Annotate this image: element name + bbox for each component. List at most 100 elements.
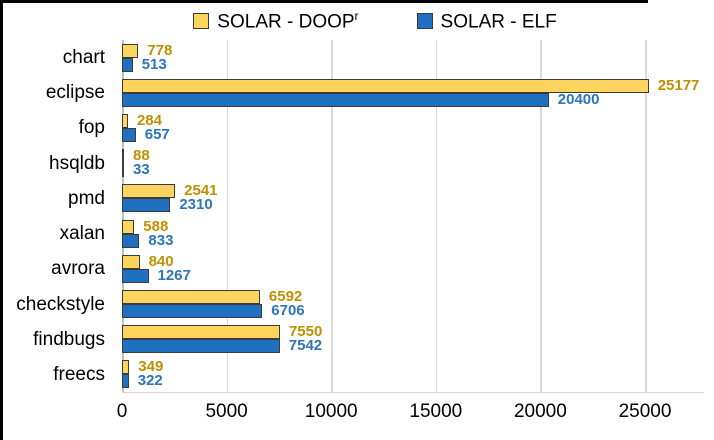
- category-label-findbugs: findbugs: [33, 329, 105, 351]
- value-label-avrora-series-0: 840: [148, 252, 174, 270]
- bar-line: 6706: [122, 302, 704, 320]
- legend-item-solar-doop: SOLAR - DOOPr: [193, 8, 359, 33]
- value-label-eclipse-series-0: 25177: [657, 76, 700, 94]
- bar-eclipse-series-1: [122, 92, 549, 107]
- bar-findbugs-series-0: [122, 325, 280, 340]
- bar-line: 840: [122, 252, 704, 270]
- bar-group-hsqldb: 88 33: [122, 146, 704, 181]
- frame-border-top: [0, 0, 648, 3]
- plot-area: 778 513 25177 20400 284 657 88 33 2541 2310 588 833…: [122, 40, 704, 393]
- bar-group-pmd: 2541 2310: [122, 181, 704, 216]
- bar-chart-series-1: [122, 57, 133, 72]
- category-label-checkstyle: checkstyle: [16, 293, 105, 315]
- bar-avrora-series-1: [122, 268, 149, 283]
- value-label-findbugs-series-1: 7542: [288, 337, 323, 355]
- bar-line: 284: [122, 112, 704, 129]
- bar-rows: 778 513 25177 20400 284 657 88 33 2541 2310 588 833…: [122, 40, 704, 392]
- bar-hsqldb-series-1: [122, 163, 124, 178]
- frame-border-left: [0, 0, 3, 440]
- value-label-checkstyle-series-1: 6706: [271, 302, 305, 320]
- bar-group-fop: 284 657: [122, 110, 704, 145]
- bar-line: 588: [122, 217, 704, 235]
- bar-line: 833: [122, 231, 704, 249]
- bar-line: 7542: [122, 337, 704, 355]
- gridline-5000: [226, 40, 229, 392]
- legend-label-solar-elf: SOLAR - ELF: [440, 11, 557, 33]
- legend-label-superscript: r: [354, 8, 359, 23]
- bar-fop-series-1: [122, 128, 136, 142]
- x-tick-label-0: 0: [116, 401, 128, 422]
- bar-group-freecs: 349 322: [122, 357, 704, 392]
- value-label-fop-series-0: 284: [136, 112, 162, 129]
- bar-line: 778: [122, 41, 704, 59]
- bar-freecs-series-0: [122, 360, 130, 375]
- bar-line: 513: [122, 55, 704, 73]
- bar-fop-series-0: [122, 114, 128, 128]
- bar-line: 1267: [122, 266, 704, 284]
- bar-xalan-series-0: [122, 219, 135, 234]
- legend-swatch-solar-doop: [193, 12, 210, 29]
- bar-line: 322: [122, 372, 704, 390]
- bar-line: 25177: [122, 76, 704, 94]
- y-axis-line: [122, 40, 124, 392]
- bar-group-avrora: 840 1267: [122, 251, 704, 286]
- value-label-chart-series-0: 778: [147, 41, 173, 59]
- value-label-freecs-series-1: 322: [137, 372, 163, 390]
- value-label-xalan-series-1: 833: [148, 231, 174, 249]
- bar-line: 33: [122, 161, 704, 179]
- category-label-chart: chart: [62, 46, 105, 68]
- x-tick-label-15000: 15000: [409, 401, 463, 422]
- bar-findbugs-series-1: [122, 339, 280, 354]
- bar-xalan-series-1: [122, 233, 140, 248]
- value-label-hsqldb-series-1: 33: [133, 161, 150, 179]
- gridline-10000: [331, 40, 333, 392]
- bar-checkstyle-series-1: [122, 304, 263, 319]
- bar-pmd-series-1: [122, 198, 171, 213]
- bar-group-findbugs: 7550 7542: [122, 322, 704, 357]
- bar-line: 20400: [122, 90, 704, 108]
- chart-legend: SOLAR - DOOPr SOLAR - ELF: [0, 6, 714, 36]
- bar-line: 88: [122, 147, 704, 165]
- value-label-checkstyle-series-0: 6592: [268, 288, 303, 306]
- value-label-eclipse-series-1: 20400: [557, 90, 600, 108]
- category-label-hsqldb: hsqldb: [49, 152, 105, 174]
- bar-hsqldb-series-0: [122, 149, 124, 164]
- value-label-pmd-series-1: 2310: [179, 196, 213, 214]
- bar-line: 349: [122, 358, 704, 376]
- bar-freecs-series-1: [122, 374, 129, 389]
- bar-pmd-series-0: [122, 184, 176, 199]
- bar-group-eclipse: 25177 20400: [122, 75, 704, 110]
- value-label-pmd-series-0: 2541: [184, 182, 218, 200]
- bar-line: 6592: [122, 288, 704, 306]
- category-label-eclipse: eclipse: [45, 81, 105, 103]
- bar-group-xalan: 588 833: [122, 216, 704, 251]
- x-tick-label-20000: 20000: [513, 401, 567, 422]
- value-label-hsqldb-series-0: 88: [133, 147, 150, 165]
- gridline-25000: [645, 40, 647, 392]
- x-tick-label-25000: 25000: [618, 401, 672, 422]
- gridline-20000: [540, 40, 542, 392]
- value-label-avrora-series-1: 1267: [157, 266, 191, 284]
- bar-group-chart: 778 513: [122, 40, 704, 75]
- bar-line: 7550: [122, 323, 704, 341]
- bar-line: 2541: [122, 182, 704, 200]
- x-axis-tick-labels: 0 5000 10000 15000 20000 25000: [117, 401, 704, 431]
- bar-checkstyle-series-0: [122, 290, 260, 305]
- bar-eclipse-series-0: [122, 78, 649, 93]
- bar-avrora-series-0: [122, 254, 140, 269]
- category-label-avrora: avrora: [51, 258, 105, 280]
- y-axis-category-labels: chart eclipse fop hsqldb pmd xalan avrora check…: [0, 40, 114, 393]
- legend-item-solar-elf: SOLAR - ELF: [416, 9, 557, 33]
- value-label-findbugs-series-0: 7550: [288, 323, 323, 341]
- category-label-fop: fop: [78, 117, 105, 139]
- value-label-xalan-series-0: 588: [143, 217, 169, 235]
- x-tick-label-5000: 5000: [205, 401, 248, 422]
- legend-swatch-solar-elf: [416, 12, 433, 29]
- category-label-freecs: freecs: [53, 364, 105, 386]
- bar-line: 657: [122, 126, 704, 143]
- value-label-fop-series-1: 657: [144, 126, 170, 143]
- value-label-freecs-series-0: 349: [138, 358, 164, 376]
- bar-line: 2310: [122, 196, 704, 214]
- value-label-chart-series-1: 513: [141, 55, 167, 73]
